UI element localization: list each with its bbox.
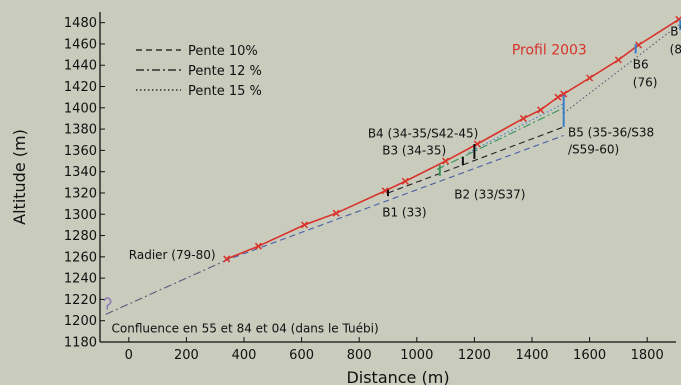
y-axis-title: Altitude (m) (10, 129, 29, 225)
annotation-label: B4 (34-35/S42-45) (368, 127, 478, 141)
annotation-label: B5 (35-36/S38 (568, 126, 654, 140)
series-line-3 (563, 24, 680, 114)
profil-point-marker (519, 114, 527, 122)
series-line-profil-2003 (226, 18, 680, 260)
y-tick-label: 1300 (64, 208, 97, 223)
x-tick-label: 600 (289, 348, 314, 363)
y-tick-label: 1440 (64, 59, 97, 74)
annotation-label: Radier (79-80) (129, 248, 216, 262)
x-tick-label: 1200 (458, 348, 491, 363)
profil-point-marker (442, 157, 450, 165)
profil-point-marker (401, 177, 409, 185)
annotation-label: B7 (670, 24, 681, 38)
annotation-label: /S59-60) (568, 143, 619, 157)
legend-label: Pente 12 % (188, 64, 262, 79)
annotation-label: Confluence en 55 et 84 et 04 (dans le Tu… (112, 321, 379, 335)
profil-point-marker (300, 221, 309, 229)
y-tick-label: 1480 (64, 16, 97, 31)
profil-point-marker (223, 255, 231, 263)
x-tick-label: 400 (232, 348, 257, 363)
profil-point-marker (537, 106, 545, 114)
profil-2003-label: Profil 2003 (512, 43, 587, 59)
legend-label: Pente 15 % (188, 84, 262, 99)
y-tick-label: 1360 (64, 144, 97, 159)
confluence-marker (103, 297, 112, 310)
annotation-label: B3 (34-35) (382, 144, 446, 158)
annotation-label: B2 (33/S37) (454, 187, 525, 201)
series-line-4 (387, 126, 564, 194)
y-tick-label: 1420 (64, 80, 97, 95)
annotation-label: B6 (633, 57, 649, 71)
x-tick-label: 1400 (515, 348, 548, 363)
series-line-2 (105, 259, 227, 315)
x-tick-label: 1600 (573, 348, 606, 363)
annotation-label: (83 (670, 43, 681, 57)
x-tick-label: 0 (125, 348, 133, 363)
legend-label: Pente 10% (188, 44, 258, 59)
y-tick-label: 1460 (64, 37, 97, 52)
annotation-label: (76) (633, 76, 658, 90)
profil-point-marker (614, 56, 622, 64)
profil-point-marker (560, 90, 568, 98)
y-tick-label: 1380 (64, 123, 97, 138)
x-tick-label: 1800 (631, 348, 664, 363)
y-tick-label: 1260 (64, 250, 97, 265)
series-line-6 (468, 103, 564, 154)
y-tick-label: 1240 (64, 272, 97, 287)
y-tick-label: 1320 (64, 186, 97, 201)
series-line-5 (436, 107, 564, 171)
y-tick-label: 1220 (64, 293, 97, 308)
y-tick-label: 1200 (64, 314, 97, 329)
annotation-label: B1 (33) (382, 205, 426, 219)
profil-point-marker (586, 74, 594, 82)
x-tick-label: 200 (174, 348, 199, 363)
profil-point-marker (554, 93, 562, 101)
x-tick-label: 1000 (400, 348, 433, 363)
x-axis-title: Distance (m) (346, 368, 449, 385)
profil-point-marker (254, 242, 262, 250)
y-tick-label: 1340 (64, 165, 97, 180)
y-tick-label: 1280 (64, 229, 97, 244)
y-tick-label: 1400 (64, 101, 97, 116)
y-tick-label: 1180 (64, 336, 97, 351)
profil-point-marker (332, 209, 340, 217)
series-line-1 (223, 134, 564, 262)
x-tick-label: 800 (347, 348, 372, 363)
